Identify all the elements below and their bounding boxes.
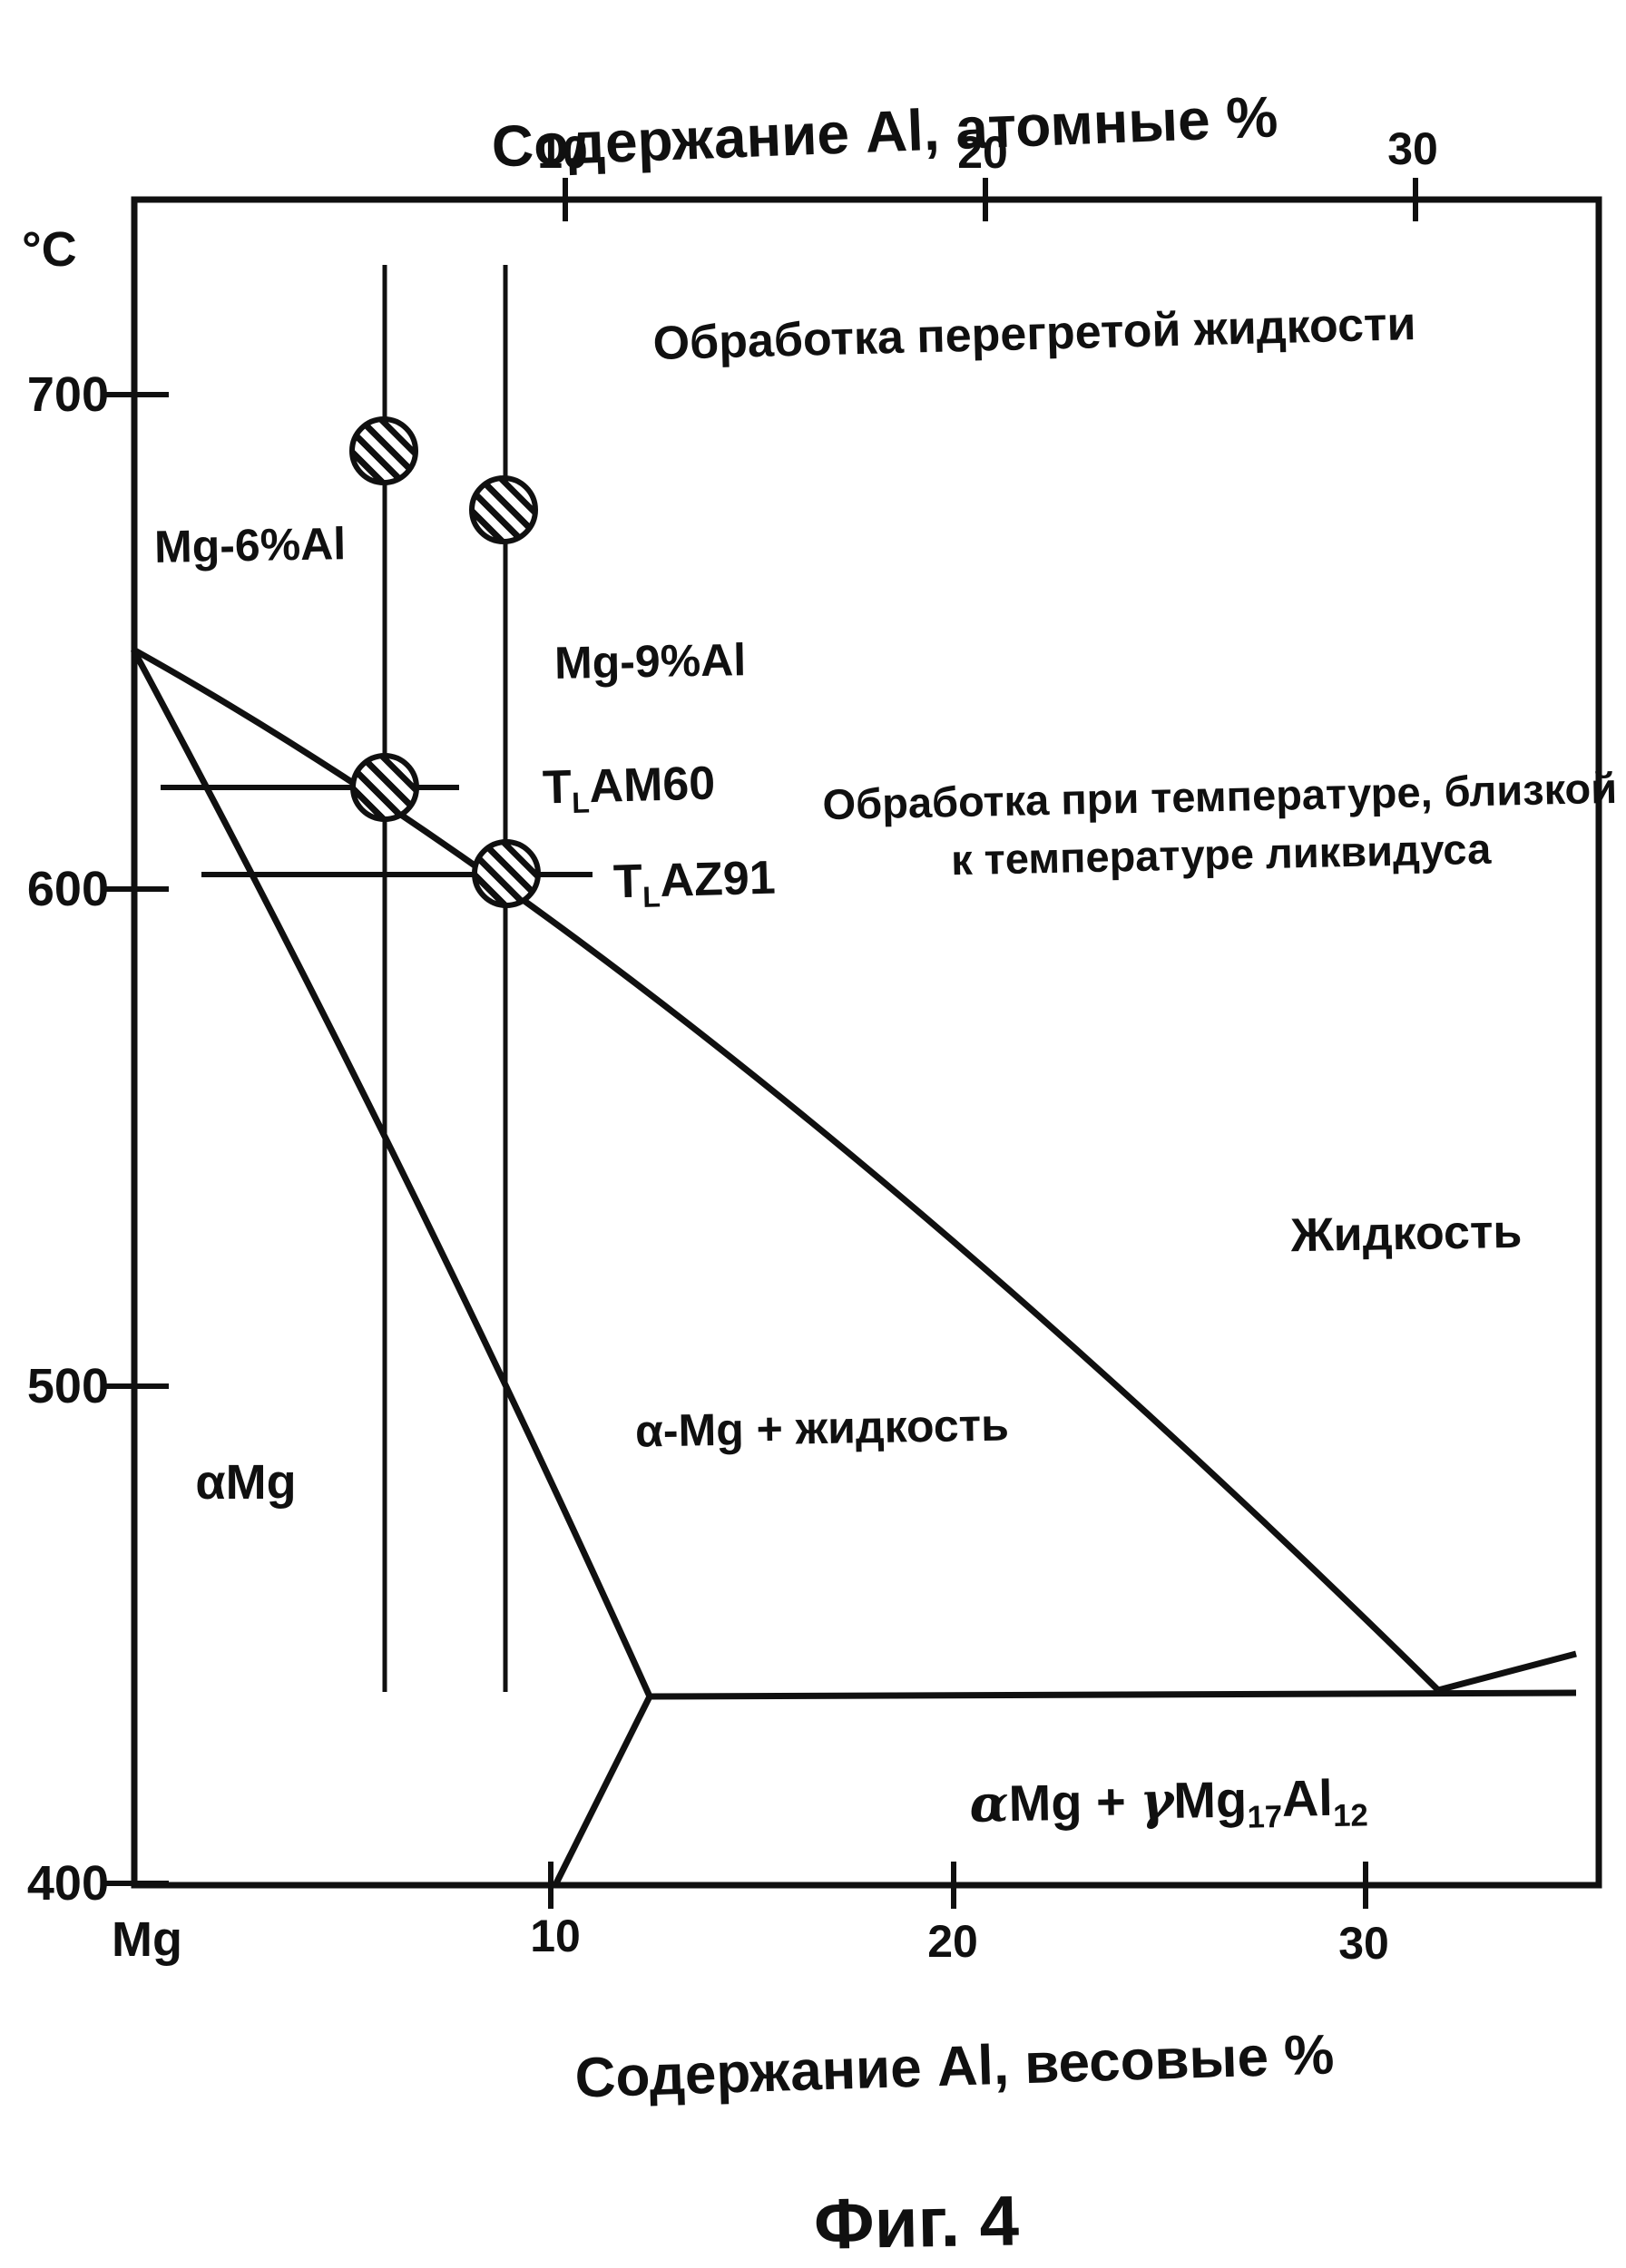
liquid-region-label: Жидкость <box>1290 1205 1523 1263</box>
near-liquidus-treatment-label: Обработка при температуре, близкой к тем… <box>811 759 1626 893</box>
bottom-tick-20: 20 <box>927 1916 978 1967</box>
two-phase-al: Al <box>1281 1768 1334 1827</box>
liquidus-line <box>132 646 1441 1693</box>
alloy-label-mg6: Mg-6%Al <box>153 518 347 572</box>
left-tick-600: 600 <box>26 862 109 916</box>
sample-point-az91-liquidus <box>472 839 541 908</box>
left-axis-ticks <box>102 392 169 1886</box>
sample-point-mg6-superheat <box>349 416 418 485</box>
sample-point-am60-liquidus <box>350 753 419 822</box>
bottom-origin-label: Mg <box>112 1912 182 1967</box>
liquidus-temp-label-am60: TLAM60 <box>542 757 716 820</box>
tl-az91-alloy: AZ91 <box>659 851 777 907</box>
two-phase-region-label: αMg + γMg17Al12 <box>969 1767 1369 1835</box>
sample-point-mg9-superheat <box>469 475 538 544</box>
two-phase-mg-plus: Mg + <box>1008 1772 1141 1833</box>
alpha-plus-liquid-region-label: α-Mg + жидкость <box>634 1399 1010 1457</box>
left-axis-unit-label: °C <box>22 222 77 277</box>
bottom-tick-30: 30 <box>1338 1918 1389 1969</box>
tl-am60-subscript: L <box>571 786 591 820</box>
alloy-label-mg9: Mg-9%Al <box>553 634 747 689</box>
two-phase-mg2: Mg <box>1172 1770 1248 1829</box>
alpha-region-label: αMg <box>195 1455 297 1510</box>
tl-az91-subscript: L <box>642 880 661 914</box>
gamma-liquidus-line <box>1437 1650 1577 1694</box>
liquidus-temp-label-az91: TLAZ91 <box>612 851 777 914</box>
two-phase-gamma: γ <box>1139 1770 1174 1832</box>
tl-am60-alloy: AM60 <box>588 757 716 814</box>
two-phase-sub12: 12 <box>1332 1798 1369 1834</box>
tl-az91-symbol: T <box>612 855 643 909</box>
top-tick-10: 10 <box>537 127 588 178</box>
bottom-tick-10: 10 <box>530 1911 581 1961</box>
tl-am60-symbol: T <box>542 760 573 815</box>
two-phase-sub17: 17 <box>1247 1800 1283 1835</box>
left-tick-500: 500 <box>26 1359 109 1413</box>
left-tick-400: 400 <box>26 1856 109 1911</box>
top-tick-20: 20 <box>957 127 1008 178</box>
bottom-axis-ticks <box>548 1862 1368 1909</box>
top-tick-30: 30 <box>1387 123 1438 174</box>
two-phase-alpha: α <box>969 1774 1010 1834</box>
eutectic-isotherm-line <box>649 1689 1577 1700</box>
top-axis-ticks <box>563 178 1418 221</box>
left-tick-700: 700 <box>26 367 109 422</box>
solidus-solvus-line <box>130 648 653 1698</box>
figure-caption: Фиг. 4 <box>813 2180 1020 2264</box>
plot-border <box>131 196 1602 1889</box>
solvus-below-eutectic-line <box>552 1695 653 1887</box>
